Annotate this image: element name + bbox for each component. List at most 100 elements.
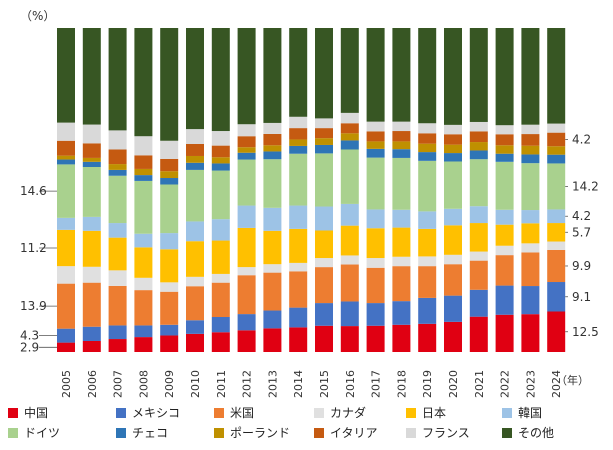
bar-segment-2017-10 xyxy=(366,121,385,132)
bar-segment-2018-11 xyxy=(392,28,411,122)
bar-segment-2008-4 xyxy=(134,247,153,278)
bar-segment-2014-3 xyxy=(289,262,308,272)
bar-segment-2015-8 xyxy=(315,138,333,145)
bar-segment-2012-9 xyxy=(237,136,256,148)
bar-segment-2006-4 xyxy=(82,230,101,267)
bar-segment-2024-10 xyxy=(547,123,566,133)
stacked-bar-chart: （%） （年） 14.6 11.2 13.9 4.32.9 4.2 14.2 4.2 5.7 9… xyxy=(20,9,599,398)
bar-segment-2016-7 xyxy=(340,140,359,150)
bar-segment-2011-1 xyxy=(211,317,230,333)
bar-segment-2012-7 xyxy=(237,152,256,160)
bar-segment-2006-1 xyxy=(82,326,101,341)
annotation-labels: 14.6 11.2 13.9 4.32.9 4.2 14.2 4.2 5.7 9.9 9.1 12.… xyxy=(20,132,599,354)
bar-segment-2019-7 xyxy=(418,152,437,161)
bar-segment-2020-4 xyxy=(444,225,462,255)
legend-item: メキシコ xyxy=(116,404,180,421)
bar-segment-2015-6 xyxy=(315,153,333,207)
bar-segment-2006-6 xyxy=(82,166,101,217)
bar-segment-2016-2 xyxy=(340,264,359,302)
x-tick-label: 2007 xyxy=(112,370,125,398)
bar-segment-2024-7 xyxy=(547,154,566,164)
bar-segment-2011-0 xyxy=(211,332,230,352)
bar-segment-2022-6 xyxy=(495,161,514,210)
bar-segment-2019-3 xyxy=(418,256,437,267)
bar-segment-2008-5 xyxy=(134,233,153,248)
legend-label: チェコ xyxy=(132,426,169,440)
bar-segment-2021-8 xyxy=(469,142,488,151)
bar-segment-2018-4 xyxy=(392,227,411,257)
x-tick-label: 2006 xyxy=(86,370,99,398)
bar-segment-2015-10 xyxy=(315,118,333,129)
x-tick-label: 2014 xyxy=(292,370,305,398)
bar-segment-2014-4 xyxy=(289,228,308,263)
bar-segment-2019-8 xyxy=(418,143,437,153)
bar-segment-2011-6 xyxy=(211,170,230,220)
legend-swatch xyxy=(214,407,224,418)
legend-item: チェコ xyxy=(116,424,168,441)
bar-segment-2009-4 xyxy=(160,249,179,283)
bar-segment-2005-8 xyxy=(57,155,75,160)
bar-segment-2021-6 xyxy=(469,159,488,207)
annotation-value-label: 13.9 xyxy=(20,299,47,313)
bar-segment-2008-6 xyxy=(134,180,153,234)
bar-segment-2017-8 xyxy=(366,141,385,149)
bar-segment-2008-10 xyxy=(134,136,153,156)
bar-segment-2015-1 xyxy=(315,303,333,326)
bar-segment-2019-1 xyxy=(418,297,437,324)
bar-segment-2013-10 xyxy=(263,122,282,134)
bar-segment-2017-2 xyxy=(366,267,385,304)
legend-swatch xyxy=(116,427,126,438)
bar-segment-2019-2 xyxy=(418,266,437,298)
x-tick-label: 2015 xyxy=(318,370,331,398)
bar-segment-2023-1 xyxy=(521,286,540,315)
bar-segment-2024-4 xyxy=(547,223,566,242)
annotation-lines xyxy=(39,139,568,348)
bar-segment-2023-0 xyxy=(521,314,540,352)
bar-segment-2017-11 xyxy=(366,28,385,122)
bar-segment-2016-1 xyxy=(340,301,359,327)
bar-segment-2018-9 xyxy=(392,131,411,142)
bar-segment-2007-6 xyxy=(108,175,127,224)
bar-segment-2023-5 xyxy=(521,210,540,224)
bar-segment-2016-5 xyxy=(340,203,359,226)
bar-segment-2011-7 xyxy=(211,163,230,171)
bar-segment-2020-9 xyxy=(444,134,462,145)
bar-segment-2016-8 xyxy=(340,133,359,141)
bar-segment-2007-11 xyxy=(108,28,127,131)
annotation-value-label: 14.6 xyxy=(20,184,47,198)
bar-segment-2011-10 xyxy=(211,131,230,146)
bar-segment-2005-11 xyxy=(57,28,75,123)
legend-label: 中国 xyxy=(24,406,49,420)
bar-segment-2019-9 xyxy=(418,133,437,144)
legend-swatch xyxy=(502,407,512,418)
bar-segment-2015-9 xyxy=(315,128,333,139)
bar-segment-2017-6 xyxy=(366,157,385,210)
bar-segment-2012-5 xyxy=(237,205,256,228)
bar-segment-2022-1 xyxy=(495,285,514,315)
bar-segment-2014-0 xyxy=(289,327,308,352)
bar-segment-2021-2 xyxy=(469,260,488,290)
bar-segment-2012-3 xyxy=(237,267,256,276)
bar-segment-2015-11 xyxy=(315,28,333,119)
legend-swatch xyxy=(8,427,18,438)
annotation-value-label: 12.5 xyxy=(572,325,599,339)
bar-segment-2023-6 xyxy=(521,163,540,211)
bar-segment-2022-8 xyxy=(495,145,514,154)
bar-segment-2015-7 xyxy=(315,144,333,154)
bar-segment-2006-2 xyxy=(82,282,101,327)
bar-segment-2014-11 xyxy=(289,28,308,117)
bar-segment-2020-8 xyxy=(444,144,462,154)
bar-segment-2018-3 xyxy=(392,256,411,267)
legend-label: フランス xyxy=(422,426,470,440)
x-tick-label: 2022 xyxy=(499,370,512,398)
bar-segment-2016-0 xyxy=(340,326,359,352)
bar-segment-2014-7 xyxy=(289,145,308,154)
bar-segment-2007-1 xyxy=(108,325,127,340)
bar-segment-2007-4 xyxy=(108,237,127,271)
bar-segment-2006-5 xyxy=(82,216,101,231)
bar-segment-2021-9 xyxy=(469,131,488,143)
bar-segment-2006-9 xyxy=(82,143,101,158)
legend-swatch xyxy=(8,407,18,418)
bar-segment-2012-0 xyxy=(237,330,256,352)
bar-segment-2016-10 xyxy=(340,112,359,124)
